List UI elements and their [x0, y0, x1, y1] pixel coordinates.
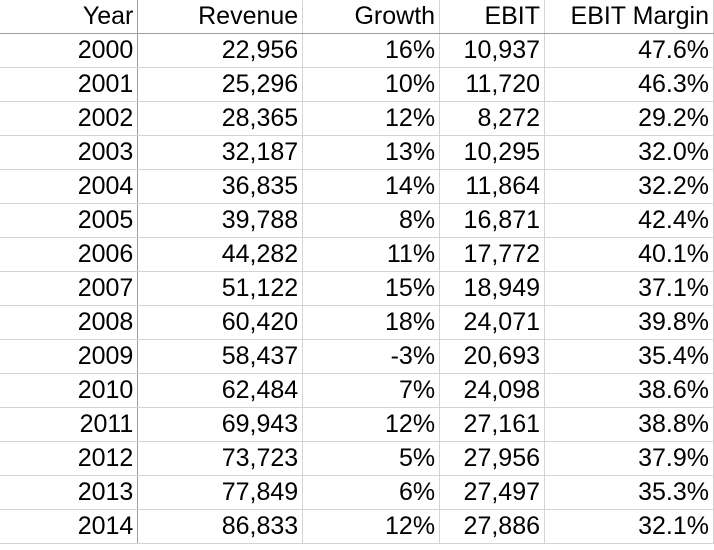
cell-year[interactable]: 2012: [0, 441, 139, 476]
cell-ebit-margin[interactable]: 37.1%: [544, 271, 714, 306]
cell-growth[interactable]: 12%: [302, 509, 441, 544]
cell-revenue[interactable]: 60,420: [137, 305, 304, 340]
header-cell-revenue[interactable]: Revenue: [137, 0, 304, 34]
header-cell-ebit-margin[interactable]: EBIT Margin: [544, 0, 714, 34]
cell-growth[interactable]: 12%: [302, 101, 441, 136]
cell-ebit-margin[interactable]: 32.0%: [544, 135, 714, 170]
cell-ebit[interactable]: 18,949: [439, 271, 546, 306]
cell-ebit[interactable]: 27,956: [439, 441, 546, 476]
cell-ebit-margin[interactable]: 40.1%: [544, 237, 714, 272]
table-row: 2010 62,484 7% 24,098 38.6%: [0, 373, 714, 408]
cell-revenue[interactable]: 58,437: [137, 339, 304, 374]
table-row: 2003 32,187 13% 10,295 32.0%: [0, 135, 714, 170]
table-row: 2011 69,943 12% 27,161 38.8%: [0, 407, 714, 442]
cell-growth[interactable]: 13%: [302, 135, 441, 170]
cell-year[interactable]: 2005: [0, 203, 139, 238]
cell-ebit[interactable]: 27,497: [439, 475, 546, 510]
cell-ebit[interactable]: 17,772: [439, 237, 546, 272]
cell-ebit[interactable]: 11,864: [439, 169, 546, 204]
cell-revenue[interactable]: 36,835: [137, 169, 304, 204]
table-row: 2004 36,835 14% 11,864 32.2%: [0, 169, 714, 204]
cell-ebit[interactable]: 8,272: [439, 101, 546, 136]
table-row: 2002 28,365 12% 8,272 29.2%: [0, 101, 714, 136]
header-cell-ebit[interactable]: EBIT: [439, 0, 546, 34]
cell-growth[interactable]: 18%: [302, 305, 441, 340]
cell-ebit-margin[interactable]: 42.4%: [544, 203, 714, 238]
table-row: 2013 77,849 6% 27,497 35.3%: [0, 475, 714, 510]
cell-ebit-margin[interactable]: 39.8%: [544, 305, 714, 340]
cell-ebit[interactable]: 27,161: [439, 407, 546, 442]
cell-year[interactable]: 2011: [0, 407, 139, 442]
cell-year[interactable]: 2009: [0, 339, 139, 374]
cell-ebit[interactable]: 10,295: [439, 135, 546, 170]
table-row: 2009 58,437 -3% 20,693 35.4%: [0, 339, 714, 374]
table-row: 2012 73,723 5% 27,956 37.9%: [0, 441, 714, 476]
cell-growth[interactable]: 5%: [302, 441, 441, 476]
cell-revenue[interactable]: 51,122: [137, 271, 304, 306]
cell-growth[interactable]: 14%: [302, 169, 441, 204]
cell-year[interactable]: 2001: [0, 67, 139, 102]
cell-year[interactable]: 2010: [0, 373, 139, 408]
cell-ebit[interactable]: 24,071: [439, 305, 546, 340]
cell-ebit[interactable]: 27,886: [439, 509, 546, 544]
cell-growth[interactable]: 15%: [302, 271, 441, 306]
header-cell-year[interactable]: Year: [0, 0, 139, 34]
cell-year[interactable]: 2006: [0, 237, 139, 272]
cell-revenue[interactable]: 44,282: [137, 237, 304, 272]
table-row: 2001 25,296 10% 11,720 46.3%: [0, 67, 714, 102]
cell-year[interactable]: 2007: [0, 271, 139, 306]
cell-revenue[interactable]: 22,956: [137, 33, 304, 68]
cell-revenue[interactable]: 28,365: [137, 101, 304, 136]
cell-ebit-margin[interactable]: 29.2%: [544, 101, 714, 136]
cell-ebit-margin[interactable]: 32.1%: [544, 509, 714, 544]
table-row: 2006 44,282 11% 17,772 40.1%: [0, 237, 714, 272]
cell-year[interactable]: 2000: [0, 33, 139, 68]
table-row: 2005 39,788 8% 16,871 42.4%: [0, 203, 714, 238]
table-row: 2008 60,420 18% 24,071 39.8%: [0, 305, 714, 340]
table-row: 2000 22,956 16% 10,937 47.6%: [0, 33, 714, 68]
cell-growth[interactable]: 16%: [302, 33, 441, 68]
cell-growth[interactable]: 8%: [302, 203, 441, 238]
cell-ebit-margin[interactable]: 47.6%: [544, 33, 714, 68]
cell-ebit-margin[interactable]: 46.3%: [544, 67, 714, 102]
table-row: 2007 51,122 15% 18,949 37.1%: [0, 271, 714, 306]
cell-year[interactable]: 2014: [0, 509, 139, 544]
cell-year[interactable]: 2013: [0, 475, 139, 510]
cell-revenue[interactable]: 69,943: [137, 407, 304, 442]
header-row: Year Revenue Growth EBIT EBIT Margin: [0, 0, 714, 34]
cell-growth[interactable]: -3%: [302, 339, 441, 374]
cell-year[interactable]: 2002: [0, 101, 139, 136]
table-row: 2014 86,833 12% 27,886 32.1%: [0, 509, 714, 544]
cell-ebit[interactable]: 10,937: [439, 33, 546, 68]
cell-revenue[interactable]: 77,849: [137, 475, 304, 510]
cell-ebit-margin[interactable]: 35.4%: [544, 339, 714, 374]
cell-year[interactable]: 2004: [0, 169, 139, 204]
cell-year[interactable]: 2003: [0, 135, 139, 170]
cell-ebit-margin[interactable]: 32.2%: [544, 169, 714, 204]
cell-ebit-margin[interactable]: 38.6%: [544, 373, 714, 408]
cell-ebit-margin[interactable]: 35.3%: [544, 475, 714, 510]
cell-growth[interactable]: 6%: [302, 475, 441, 510]
cell-ebit[interactable]: 24,098: [439, 373, 546, 408]
cell-revenue[interactable]: 86,833: [137, 509, 304, 544]
cell-revenue[interactable]: 62,484: [137, 373, 304, 408]
cell-growth[interactable]: 10%: [302, 67, 441, 102]
cell-growth[interactable]: 7%: [302, 373, 441, 408]
cell-ebit[interactable]: 16,871: [439, 203, 546, 238]
cell-ebit[interactable]: 11,720: [439, 67, 546, 102]
cell-ebit-margin[interactable]: 37.9%: [544, 441, 714, 476]
cell-year[interactable]: 2008: [0, 305, 139, 340]
cell-growth[interactable]: 11%: [302, 237, 441, 272]
header-cell-growth[interactable]: Growth: [302, 0, 441, 34]
cell-ebit-margin[interactable]: 38.8%: [544, 407, 714, 442]
cell-revenue[interactable]: 32,187: [137, 135, 304, 170]
cell-growth[interactable]: 12%: [302, 407, 441, 442]
cell-ebit[interactable]: 20,693: [439, 339, 546, 374]
cell-revenue[interactable]: 73,723: [137, 441, 304, 476]
cell-revenue[interactable]: 25,296: [137, 67, 304, 102]
cell-revenue[interactable]: 39,788: [137, 203, 304, 238]
